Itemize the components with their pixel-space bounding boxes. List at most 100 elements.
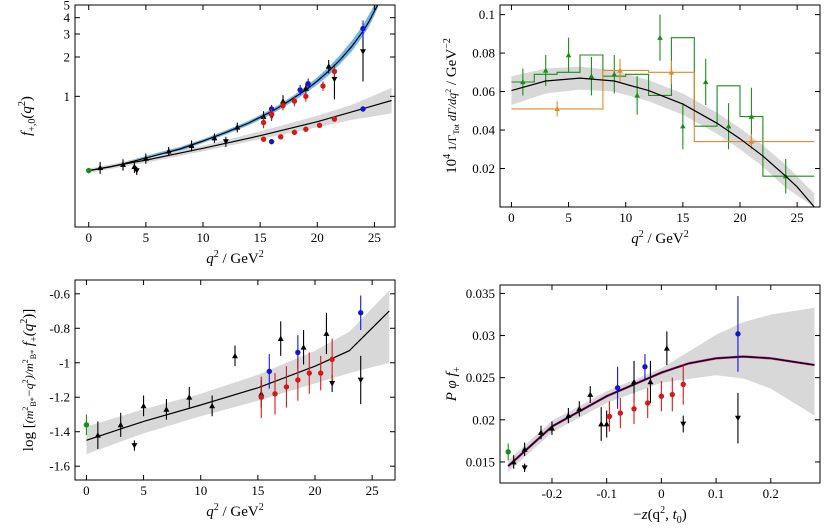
data-point xyxy=(94,432,101,438)
data-point xyxy=(97,164,104,170)
y-axis-label: log [(m2B*−q2)/m2B* f+(q2)] xyxy=(19,309,40,451)
data-point xyxy=(163,406,170,412)
data-point xyxy=(222,139,229,145)
data-point xyxy=(647,378,654,385)
data-point xyxy=(260,136,267,142)
x-tick-label: 10 xyxy=(197,230,210,245)
histogram-orange xyxy=(511,69,815,143)
data-point xyxy=(510,458,517,465)
text-part: −q xyxy=(22,383,36,397)
data-point xyxy=(260,113,267,119)
x-tick-label: 25 xyxy=(366,483,379,498)
y-tick-label: 0.015 xyxy=(466,454,495,469)
error-band xyxy=(511,66,815,207)
data-point xyxy=(140,402,147,409)
data-point xyxy=(280,102,286,109)
y-tick-label: -1.2 xyxy=(49,390,70,405)
data-point xyxy=(588,73,595,79)
text-part: P φ f xyxy=(444,371,460,403)
x-tick-label: 10 xyxy=(194,483,207,498)
data-point xyxy=(323,330,330,336)
data-point xyxy=(291,98,298,104)
x-axis-label: −z(q2, t0) xyxy=(633,505,686,526)
text-part: 4 xyxy=(442,154,453,159)
data-point xyxy=(117,421,124,428)
data-point xyxy=(680,381,686,388)
x-tick-label: 15 xyxy=(254,230,267,245)
text-part: (q xyxy=(648,507,661,523)
data-point xyxy=(538,429,545,435)
x-tick-label: 0 xyxy=(658,486,665,501)
data-point xyxy=(617,67,623,73)
y-tick-label: -0.6 xyxy=(49,286,70,301)
data-point xyxy=(702,79,709,85)
data-point xyxy=(734,415,741,422)
panel-top-right: 0 5 10 15 20 250.020.040.060.080.1q2 / GeV210… xyxy=(442,4,821,247)
text-part: dΓ/dq xyxy=(445,93,459,124)
x-tick-label: 0.2 xyxy=(763,486,779,501)
data-point xyxy=(644,400,651,406)
fit-curve xyxy=(511,77,815,207)
panel-bottom-right: -0.2 -0.1 0 0.1 0.2 0.015 0.02 0.025 0.03 0.035 −z… xyxy=(444,284,821,526)
data-point xyxy=(598,421,605,427)
data-point xyxy=(360,49,366,55)
data-point xyxy=(297,87,303,93)
text-part: 2 xyxy=(214,502,219,513)
x-tick-label: 20 xyxy=(734,210,747,225)
text-part: )/m xyxy=(22,363,36,380)
plot-area xyxy=(511,14,815,207)
text-part: log [ xyxy=(21,423,37,451)
text-part: 2 xyxy=(639,229,644,240)
y-tick-label: 2 xyxy=(64,49,71,64)
fit-curve-f_plus xyxy=(88,5,379,172)
data-point xyxy=(268,138,275,145)
text-part: + xyxy=(29,336,40,342)
text-part: 2 xyxy=(259,249,264,260)
x-tick-label: 10 xyxy=(619,210,632,225)
data-point xyxy=(680,123,686,129)
y-tick-label: 0.06 xyxy=(472,84,495,99)
y-axis-label: f+,0(q2) xyxy=(17,96,38,136)
data-point xyxy=(554,106,560,112)
data-point xyxy=(521,465,528,471)
data-point xyxy=(617,410,624,416)
x-tick-label: -0.1 xyxy=(596,486,617,501)
data-point xyxy=(614,385,621,391)
data-point xyxy=(120,161,126,168)
y-tick-label: -1.6 xyxy=(49,459,70,474)
text-part: f xyxy=(21,340,37,350)
data-point xyxy=(657,34,663,40)
data-point xyxy=(331,116,338,122)
x-tick-label: 0 xyxy=(85,230,92,245)
data-point xyxy=(329,381,336,387)
y-tick-label: -0.8 xyxy=(49,321,70,336)
text-part: 2 xyxy=(21,407,30,411)
text-part: (q xyxy=(19,106,35,119)
text-part: − xyxy=(633,507,641,523)
data-point xyxy=(668,69,675,75)
data-point xyxy=(548,425,555,431)
panel-bottom-left: 0 5 10 15 20 25-1.6-1.4-1.2-1-0.8-0.6q2 / GeV… xyxy=(19,279,396,520)
text-part: (m xyxy=(22,410,36,423)
data-point xyxy=(748,138,755,144)
data-point xyxy=(232,352,238,359)
data-point xyxy=(86,167,92,174)
x-tick-label: 20 xyxy=(311,230,324,245)
text-part: z xyxy=(641,507,648,523)
y-tick-label: 0.08 xyxy=(472,46,495,61)
x-tick-label: 5 xyxy=(143,230,150,245)
y-tick-label: 0.03 xyxy=(472,328,495,343)
data-point xyxy=(634,92,640,98)
data-point xyxy=(305,80,311,87)
text-part: 2 xyxy=(444,89,453,93)
x-axis-label: q2 / GeV2 xyxy=(631,229,689,247)
data-point xyxy=(306,370,312,376)
data-point xyxy=(209,402,216,409)
y-tick-label: 5 xyxy=(64,0,71,13)
data-point xyxy=(272,391,278,397)
data-point xyxy=(360,25,366,32)
data-point xyxy=(295,377,301,383)
text-part: 10 xyxy=(444,159,460,174)
data-point xyxy=(565,52,572,58)
